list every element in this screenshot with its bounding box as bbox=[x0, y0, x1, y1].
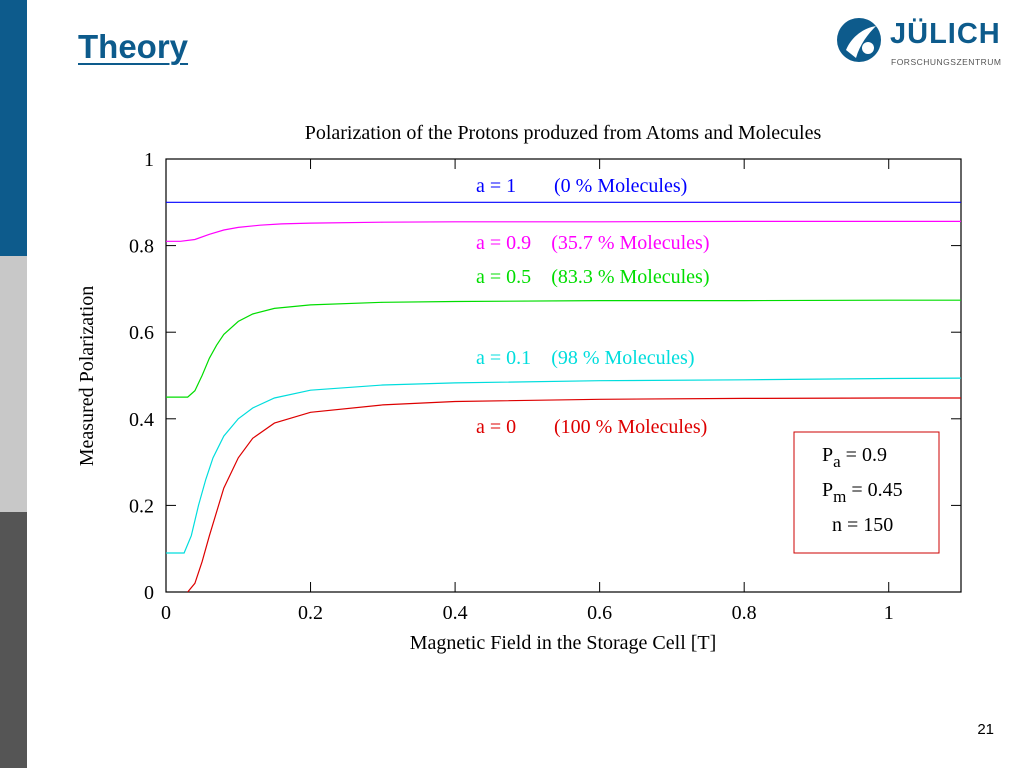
series-line-2 bbox=[166, 299, 961, 398]
julich-logo: JÜLICH FORSCHUNGSZENTRUM bbox=[834, 14, 1004, 74]
series-label-molecules-2: (83.3 % Molecules) bbox=[551, 266, 709, 288]
logo-subtitle: FORSCHUNGSZENTRUM bbox=[891, 57, 1002, 67]
series-line-3 bbox=[166, 377, 962, 554]
y-tick-label-4: 0.8 bbox=[129, 236, 154, 258]
x-tick-label-4: 0.8 bbox=[732, 602, 757, 624]
series-line-4 bbox=[187, 397, 961, 593]
series-line-1 bbox=[166, 220, 961, 242]
julich-logo-mark-icon bbox=[837, 18, 881, 62]
series-label-molecules-0: (0 % Molecules) bbox=[554, 175, 687, 197]
y-axis-label: Measured Polarization bbox=[76, 286, 98, 467]
legend-frame bbox=[793, 431, 940, 554]
series-label-a-1: a = 0.9 bbox=[476, 232, 531, 254]
logo-name: JÜLICH bbox=[890, 18, 1001, 50]
legend-line-1: Pm = 0.45 bbox=[822, 479, 903, 506]
x-tick-label-3: 0.6 bbox=[587, 602, 612, 624]
page-number: 21 bbox=[977, 721, 994, 738]
series-lines bbox=[166, 201, 962, 593]
sidebar-strip-top bbox=[0, 0, 27, 256]
series-label-molecules-1: (35.7 % Molecules) bbox=[551, 232, 709, 254]
series-label-a-2: a = 0.5 bbox=[476, 266, 531, 288]
series-labels: a = 1 (0 % Molecules) a = 0.9 (35.7 % Molec… bbox=[476, 175, 709, 438]
series-label-a-3: a = 0.1 bbox=[476, 347, 531, 369]
x-tick-label-1: 0.2 bbox=[298, 602, 323, 624]
legend-line-2: n = 150 bbox=[832, 514, 893, 536]
plot-frame bbox=[165, 158, 962, 593]
parameter-legend: Pa = 0.9 Pm = 0.45 n = 150 bbox=[793, 431, 940, 554]
chart-title: Polarization of the Protons produzed fro… bbox=[305, 122, 822, 144]
y-tick-label-5: 1 bbox=[144, 149, 154, 171]
y-tick-label-2: 0.4 bbox=[129, 409, 154, 431]
series-label-molecules-3: (98 % Molecules) bbox=[551, 347, 694, 369]
x-axis-label: Magnetic Field in the Storage Cell [T] bbox=[410, 632, 717, 654]
axis-ticks bbox=[165, 158, 961, 593]
polarization-chart: Polarization of the Protons produzed fro… bbox=[76, 122, 962, 654]
x-tick-label-5: 1 bbox=[884, 602, 894, 624]
slide-title: Theory bbox=[78, 28, 189, 65]
x-tick-label-0: 0 bbox=[161, 602, 171, 624]
series-label-a-4: a = 0 bbox=[476, 416, 516, 438]
y-tick-label-0: 0 bbox=[144, 582, 154, 604]
y-tick-label-3: 0.6 bbox=[129, 322, 154, 344]
legend-line-0: Pa = 0.9 bbox=[822, 444, 887, 471]
x-tick-label-2: 0.4 bbox=[443, 602, 468, 624]
sidebar-strip-middle bbox=[0, 256, 27, 512]
sidebar-strip-bottom bbox=[0, 512, 27, 768]
tick-labels: 0 0.2 0.4 0.6 0.8 1 0 0.2 0.4 0.6 0.8 1 bbox=[129, 149, 894, 624]
series-label-a-0: a = 1 bbox=[476, 175, 516, 197]
y-tick-label-1: 0.2 bbox=[129, 495, 154, 517]
series-label-molecules-4: (100 % Molecules) bbox=[554, 416, 707, 438]
